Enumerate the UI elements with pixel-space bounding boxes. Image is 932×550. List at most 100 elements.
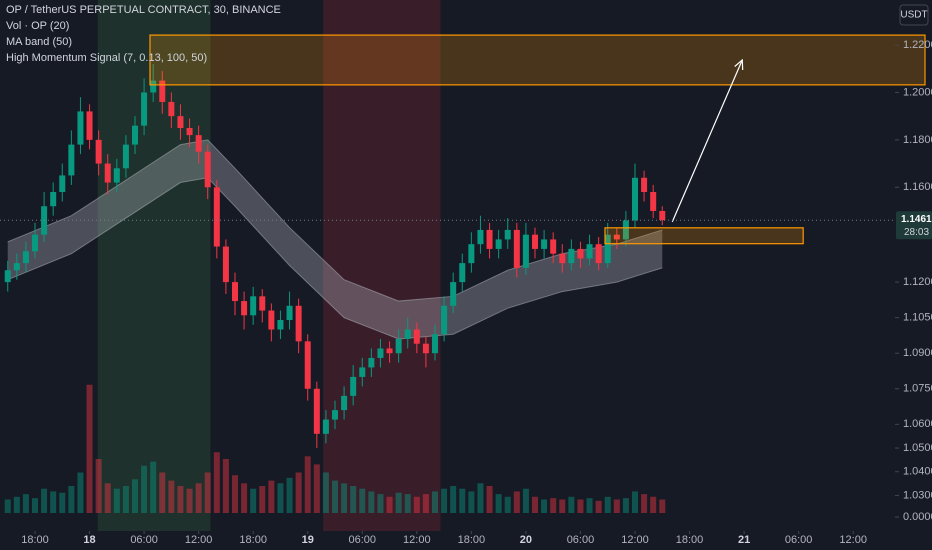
- x-tick-label: 12:00: [839, 534, 867, 546]
- volume-bar: [86, 384, 93, 513]
- volume-bar: [377, 494, 384, 513]
- candle-body: [213, 187, 220, 247]
- candle-body: [113, 168, 120, 183]
- x-tick-label: 18:00: [239, 534, 267, 546]
- candle-body: [268, 310, 275, 330]
- volume-bar: [104, 483, 111, 513]
- volume-bar: [622, 498, 629, 513]
- candle-body: [459, 263, 466, 283]
- candle-body: [286, 305, 293, 321]
- candle-body: [341, 395, 348, 411]
- candle-body: [477, 229, 484, 245]
- y-tick-label: 1.1600: [903, 181, 932, 193]
- candle-body: [204, 151, 211, 188]
- volume-bar: [604, 496, 611, 513]
- x-tick-label: 12:00: [621, 534, 649, 546]
- volume-bar: [632, 491, 638, 513]
- volume-bar: [268, 480, 275, 513]
- x-tick-label: 06:00: [349, 534, 377, 546]
- layer-axis: 1.2200 1.2000 1.1800 1.1600 1.1200 1.1050 1.09…: [21, 39, 932, 546]
- candle-body: [4, 270, 11, 283]
- volume-bar: [204, 472, 211, 513]
- candle-body: [68, 144, 75, 176]
- x-tick-label: 12:00: [185, 534, 213, 546]
- volume-bar: [432, 491, 438, 513]
- volume-bar: [322, 472, 329, 513]
- y-tick-label: 1.0400: [903, 466, 932, 478]
- candle-body: [495, 239, 502, 249]
- x-tick-label: 18:00: [458, 534, 486, 546]
- arrow-line: [671, 59, 743, 223]
- volume-bar: [586, 498, 593, 513]
- volume-bar: [341, 483, 348, 513]
- volume-bar: [213, 452, 220, 513]
- candle-body: [132, 125, 138, 145]
- volume-bar: [486, 486, 493, 513]
- volume-bar: [477, 483, 484, 513]
- ma-band-area: [7, 139, 663, 339]
- x-tick-label: 21: [738, 534, 750, 546]
- candle-body: [413, 329, 420, 344]
- candle-body: [259, 296, 266, 311]
- candle-body: [595, 244, 602, 264]
- candle-body: [304, 341, 311, 389]
- volume-bar: [168, 480, 175, 513]
- volume-bar: [568, 496, 575, 513]
- volume-bar: [250, 488, 257, 513]
- y-tick-label: 1.0900: [903, 347, 932, 359]
- volume-bar: [577, 499, 584, 513]
- candle-body: [522, 234, 529, 268]
- v-tick-label: 0.0000: [903, 511, 932, 523]
- y-tick-label: 1.1050: [903, 312, 932, 324]
- volume-bar: [232, 475, 238, 513]
- volume-bar: [50, 491, 57, 513]
- x-tick-label: 18: [83, 534, 95, 546]
- candle-body: [141, 92, 148, 126]
- x-tick-label: 18:00: [676, 534, 704, 546]
- indicator-label: MA band (50): [6, 36, 72, 48]
- volume-bar: [68, 486, 75, 513]
- volume-bar: [141, 465, 148, 513]
- y-tick-label: 1.0750: [903, 383, 932, 395]
- volume-bar: [150, 461, 157, 513]
- volume-bar: [613, 499, 620, 513]
- candle-body: [650, 192, 657, 211]
- volume-bar: [413, 496, 420, 513]
- signal-zone: [323, 0, 441, 531]
- volume-bar: [641, 494, 648, 513]
- volume-bar: [395, 492, 402, 513]
- candle-body: [577, 248, 584, 259]
- candle-body: [277, 320, 284, 330]
- volume-bar: [368, 491, 375, 513]
- candle-body: [404, 329, 411, 339]
- candle-body: [22, 251, 29, 264]
- volume-bar: [32, 498, 38, 513]
- volume-bar: [59, 492, 66, 513]
- candle-body: [641, 177, 648, 193]
- volume-bar: [186, 488, 193, 513]
- x-tick-label: 19: [302, 534, 314, 546]
- volume-bar: [504, 496, 511, 513]
- volume-bar: [277, 483, 284, 513]
- candle-body: [504, 229, 511, 240]
- volume-bar: [313, 464, 320, 513]
- x-tick-label: 06:00: [130, 534, 158, 546]
- candle-body: [177, 116, 184, 129]
- volume-bar: [359, 488, 366, 513]
- volume-bar: [332, 480, 338, 513]
- volume-bar: [177, 486, 184, 513]
- candle-body: [359, 367, 366, 377]
- arrow-head: [734, 58, 744, 70]
- candle-body: [313, 388, 320, 434]
- candle-body: [513, 229, 520, 268]
- candle-body: [104, 163, 111, 183]
- candle-body: [422, 343, 429, 354]
- volume-bar: [404, 494, 411, 513]
- y-tick-label: 1.0600: [903, 418, 932, 430]
- layer-under: [7, 0, 663, 531]
- y-tick-label: 1.2200: [903, 39, 932, 51]
- candle-body: [541, 239, 548, 249]
- candle-body: [77, 111, 84, 145]
